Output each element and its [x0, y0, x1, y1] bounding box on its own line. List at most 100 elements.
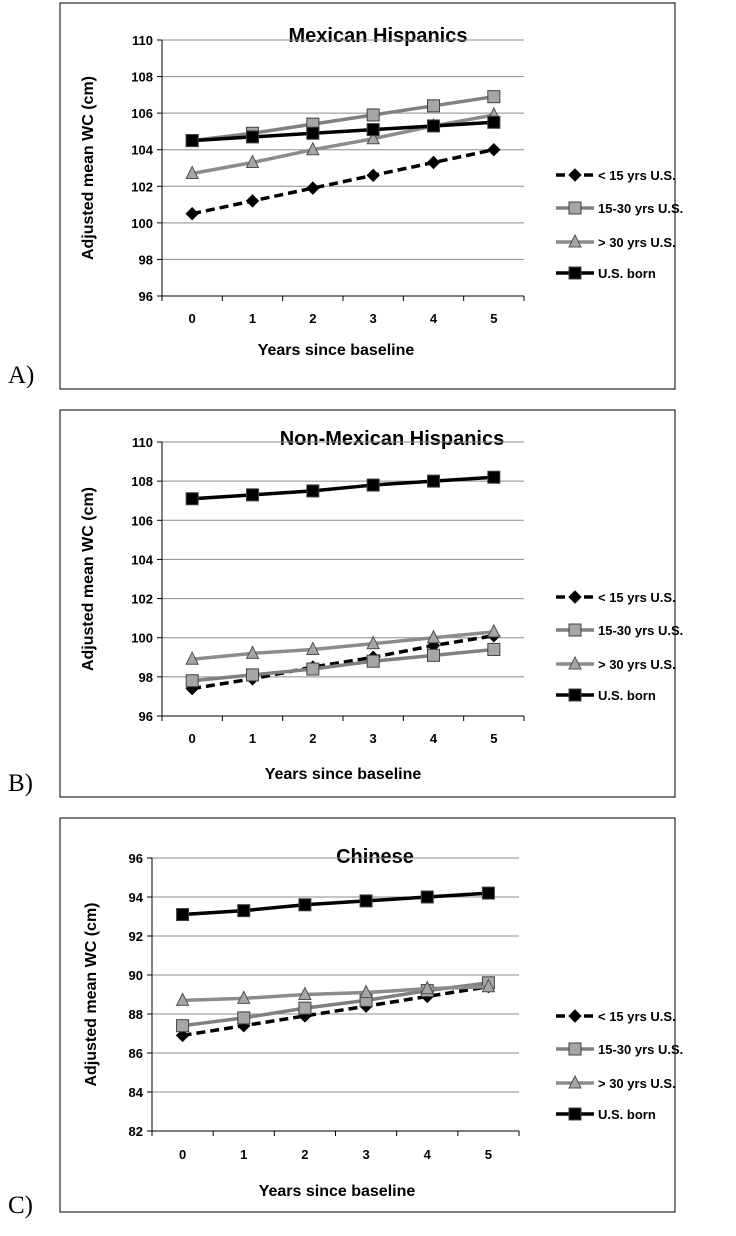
y-tick-label: 90 — [129, 968, 143, 983]
data-point — [245, 194, 260, 208]
x-tick-label: 2 — [309, 311, 316, 326]
x-tick-label: 1 — [240, 1147, 247, 1162]
data-point — [175, 992, 190, 1006]
series-line — [191, 647, 495, 683]
chart-title: Non-Mexican Hispanics — [280, 428, 505, 450]
y-tick-label: 110 — [132, 435, 153, 450]
legend-entry: > 30 yrs U.S. — [556, 233, 676, 250]
data-point — [487, 470, 501, 484]
x-tick-label: 0 — [189, 311, 196, 326]
legend-entry: > 30 yrs U.S. — [556, 655, 676, 672]
data-point — [487, 642, 501, 656]
legend-entry: < 15 yrs U.S. — [556, 1009, 676, 1024]
data-point — [298, 986, 312, 1000]
y-axis-label: Adjusted mean WC (cm) — [83, 902, 100, 1086]
data-point — [185, 674, 199, 688]
chart-non-mexican-hispanics: Non-Mexican Hispanics9698100102104106108… — [59, 409, 683, 798]
data-point — [237, 1011, 251, 1025]
y-tick-label: 94 — [129, 890, 144, 905]
data-point — [175, 1028, 190, 1043]
data-point — [427, 648, 440, 662]
chart-chinese: Chinese 82 84 86 88 90 92 94 96 0 1 2 3 4 5 Years since… — [59, 817, 683, 1213]
legend-label: 15-30 yrs U.S. — [598, 1042, 683, 1057]
series-2 — [185, 623, 501, 665]
y-tick-label: 104 — [131, 552, 153, 567]
x-axis-label: Years since baseline — [265, 766, 422, 783]
legend-label: U.S. born — [598, 266, 656, 281]
y-tick-label: 96 — [129, 851, 143, 866]
legend-entry: > 30 yrs U.S. — [556, 1074, 676, 1091]
legend-marker — [568, 623, 582, 637]
data-point — [306, 662, 320, 676]
legend-label: U.S. born — [598, 688, 656, 703]
y-tick-label: 98 — [139, 252, 153, 267]
x-tick-label: 4 — [430, 311, 438, 326]
legend-marker — [568, 1074, 582, 1089]
legend-marker — [568, 655, 582, 670]
legend-marker — [568, 168, 582, 182]
x-tick-label: 4 — [424, 1147, 432, 1162]
data-point — [420, 980, 435, 995]
series-line — [191, 94, 495, 143]
data-point — [366, 478, 380, 492]
legend-marker — [568, 1009, 582, 1023]
chart-title: Chinese — [336, 846, 414, 868]
series-line — [192, 120, 494, 143]
x-axis-label: Years since baseline — [259, 1183, 416, 1200]
data-point — [426, 155, 441, 170]
chart-frame — [59, 409, 676, 798]
x-tick-label: 5 — [485, 1147, 492, 1162]
data-point — [427, 99, 440, 113]
legend-marker — [568, 201, 582, 215]
y-tick-label: 102 — [131, 179, 153, 194]
series-line — [191, 634, 495, 691]
data-point — [236, 990, 251, 1004]
y-tick-label: 108 — [131, 474, 153, 489]
x-tick-label: 3 — [370, 311, 377, 326]
data-point — [246, 130, 259, 144]
chart-frame — [59, 817, 676, 1213]
legend-label: > 30 yrs U.S. — [598, 657, 676, 672]
legend-entry: U.S. born — [556, 688, 656, 703]
data-point — [366, 654, 380, 668]
legend-label: > 30 yrs U.S. — [598, 1076, 676, 1091]
legend-entry: < 15 yrs U.S. — [556, 590, 676, 605]
legend-entry: 15-30 yrs U.S. — [556, 623, 683, 638]
legend-marker — [568, 266, 582, 280]
series-0 — [185, 143, 501, 221]
data-point — [298, 898, 312, 912]
data-point — [245, 645, 260, 659]
y-tick-label: 96 — [139, 709, 153, 724]
legend-label: < 15 yrs U.S. — [598, 590, 676, 605]
data-point — [176, 908, 190, 922]
data-point — [306, 141, 320, 156]
series-1 — [176, 976, 495, 1033]
legend-entry: 15-30 yrs U.S. — [556, 201, 683, 216]
legend-label: < 15 yrs U.S. — [598, 1009, 676, 1024]
data-point — [420, 890, 434, 904]
legend-label: 15-30 yrs U.S. — [598, 201, 683, 216]
data-point — [306, 181, 320, 195]
x-tick-label: 2 — [309, 731, 316, 746]
panel-label-c: C) — [8, 1192, 33, 1219]
y-tick-label: 106 — [131, 513, 153, 528]
data-point — [185, 165, 199, 179]
y-tick-label: 96 — [139, 289, 153, 304]
series-line — [182, 891, 489, 917]
series-3 — [185, 470, 501, 506]
data-point — [481, 978, 496, 993]
chart-frame — [59, 2, 676, 390]
series-line — [191, 148, 495, 216]
data-point — [246, 488, 259, 502]
series-line — [191, 630, 495, 661]
y-tick-label: 88 — [129, 1007, 143, 1022]
y-tick-label: 102 — [131, 592, 153, 607]
x-tick-label: 0 — [179, 1147, 186, 1162]
data-point — [366, 635, 380, 650]
data-point — [185, 134, 199, 148]
y-tick-label: 92 — [129, 929, 143, 944]
y-tick-label: 100 — [131, 631, 153, 646]
legend-entry: < 15 yrs U.S. — [556, 168, 676, 183]
legend-label: U.S. born — [598, 1107, 656, 1122]
